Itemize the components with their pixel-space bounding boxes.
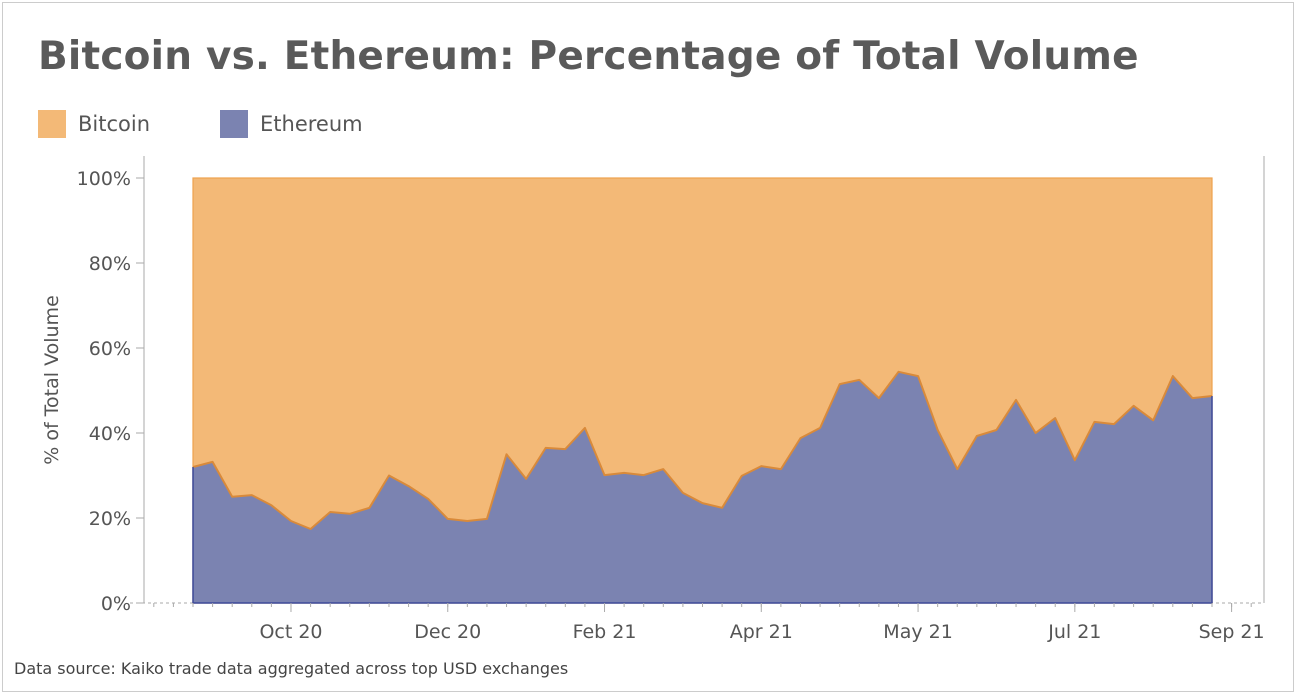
x-tick-label: Oct 20 [259,621,322,643]
legend-swatch-bitcoin [38,110,66,138]
legend-label: Ethereum [260,112,363,136]
x-tick-label: Feb 21 [573,621,637,643]
legend: Bitcoin Ethereum [38,110,433,138]
legend-swatch-ethereum [220,110,249,138]
y-tick-label: 20% [89,508,131,530]
ethereum-boundary-line [192,370,1213,530]
x-tick-label: May 21 [883,621,953,643]
x-tick-label: Apr 21 [730,621,793,643]
x-tick-label: Dec 20 [414,621,481,643]
chart-title: Bitcoin vs. Ethereum: Percentage of Tota… [38,34,1139,79]
legend-item-ethereum[interactable]: Ethereum [220,110,363,138]
data-source-note: Data source: Kaiko trade data aggregated… [14,659,569,678]
x-tick-label: Sep 21 [1199,621,1265,643]
legend-item-bitcoin[interactable]: Bitcoin [38,110,150,138]
x-tick-label: Jul 21 [1047,621,1101,643]
y-axis-label: % of Total Volume [41,295,63,465]
y-tick-label: 40% [89,423,131,445]
y-tick-label: 0% [101,593,131,615]
y-tick-label: 100% [77,168,131,190]
y-tick-label: 60% [89,338,131,360]
y-tick-label: 80% [89,253,131,275]
legend-label: Bitcoin [78,112,151,136]
ethereum-area [193,371,1212,603]
